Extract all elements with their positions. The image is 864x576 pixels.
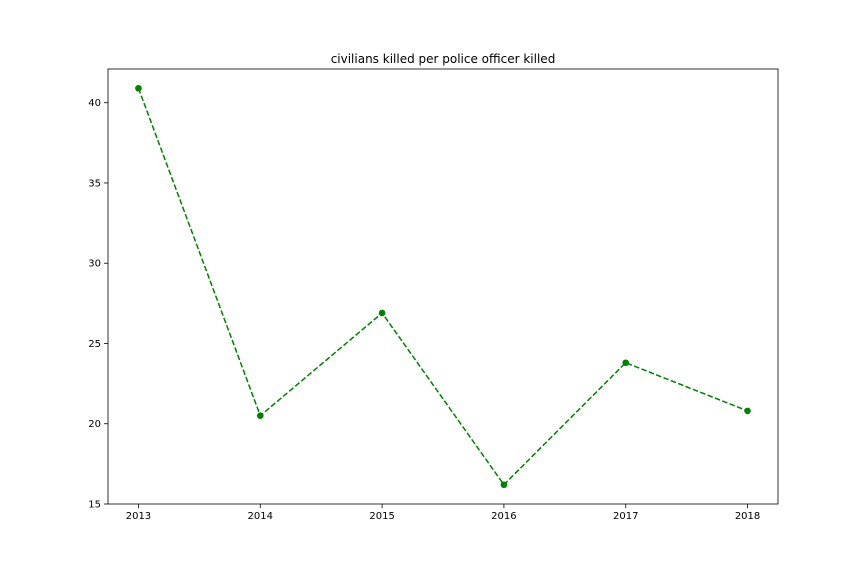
data-point	[622, 359, 630, 367]
axes-frame	[107, 68, 779, 505]
y-tick-label: 15	[88, 500, 101, 511]
x-tick-label: 2016	[491, 511, 516, 522]
y-tick-label: 35	[88, 178, 101, 189]
data-point	[744, 407, 751, 415]
chart-title: civilians killed per police officer kill…	[331, 52, 556, 66]
data-point	[135, 84, 142, 92]
y-tick-label: 30	[88, 259, 101, 270]
data-point	[500, 481, 508, 489]
x-tick-label: 2014	[248, 511, 273, 522]
y-tick-label: 25	[88, 339, 101, 350]
series-line	[137, 88, 748, 486]
x-tick-label: 2015	[369, 511, 394, 522]
x-axis-ticks: 2013 2014 2015 2016 2017 2018	[126, 504, 760, 522]
data-point	[378, 309, 386, 317]
x-tick-label: 2013	[126, 511, 151, 522]
x-tick-label: 2017	[613, 511, 638, 522]
plot-area	[135, 84, 751, 489]
y-tick-label: 40	[88, 98, 101, 109]
data-point	[256, 412, 264, 420]
y-axis-ticks: 15 20 25 30 35 40	[88, 98, 108, 511]
y-tick-label: 20	[88, 419, 101, 430]
x-tick-label: 2018	[735, 511, 760, 522]
